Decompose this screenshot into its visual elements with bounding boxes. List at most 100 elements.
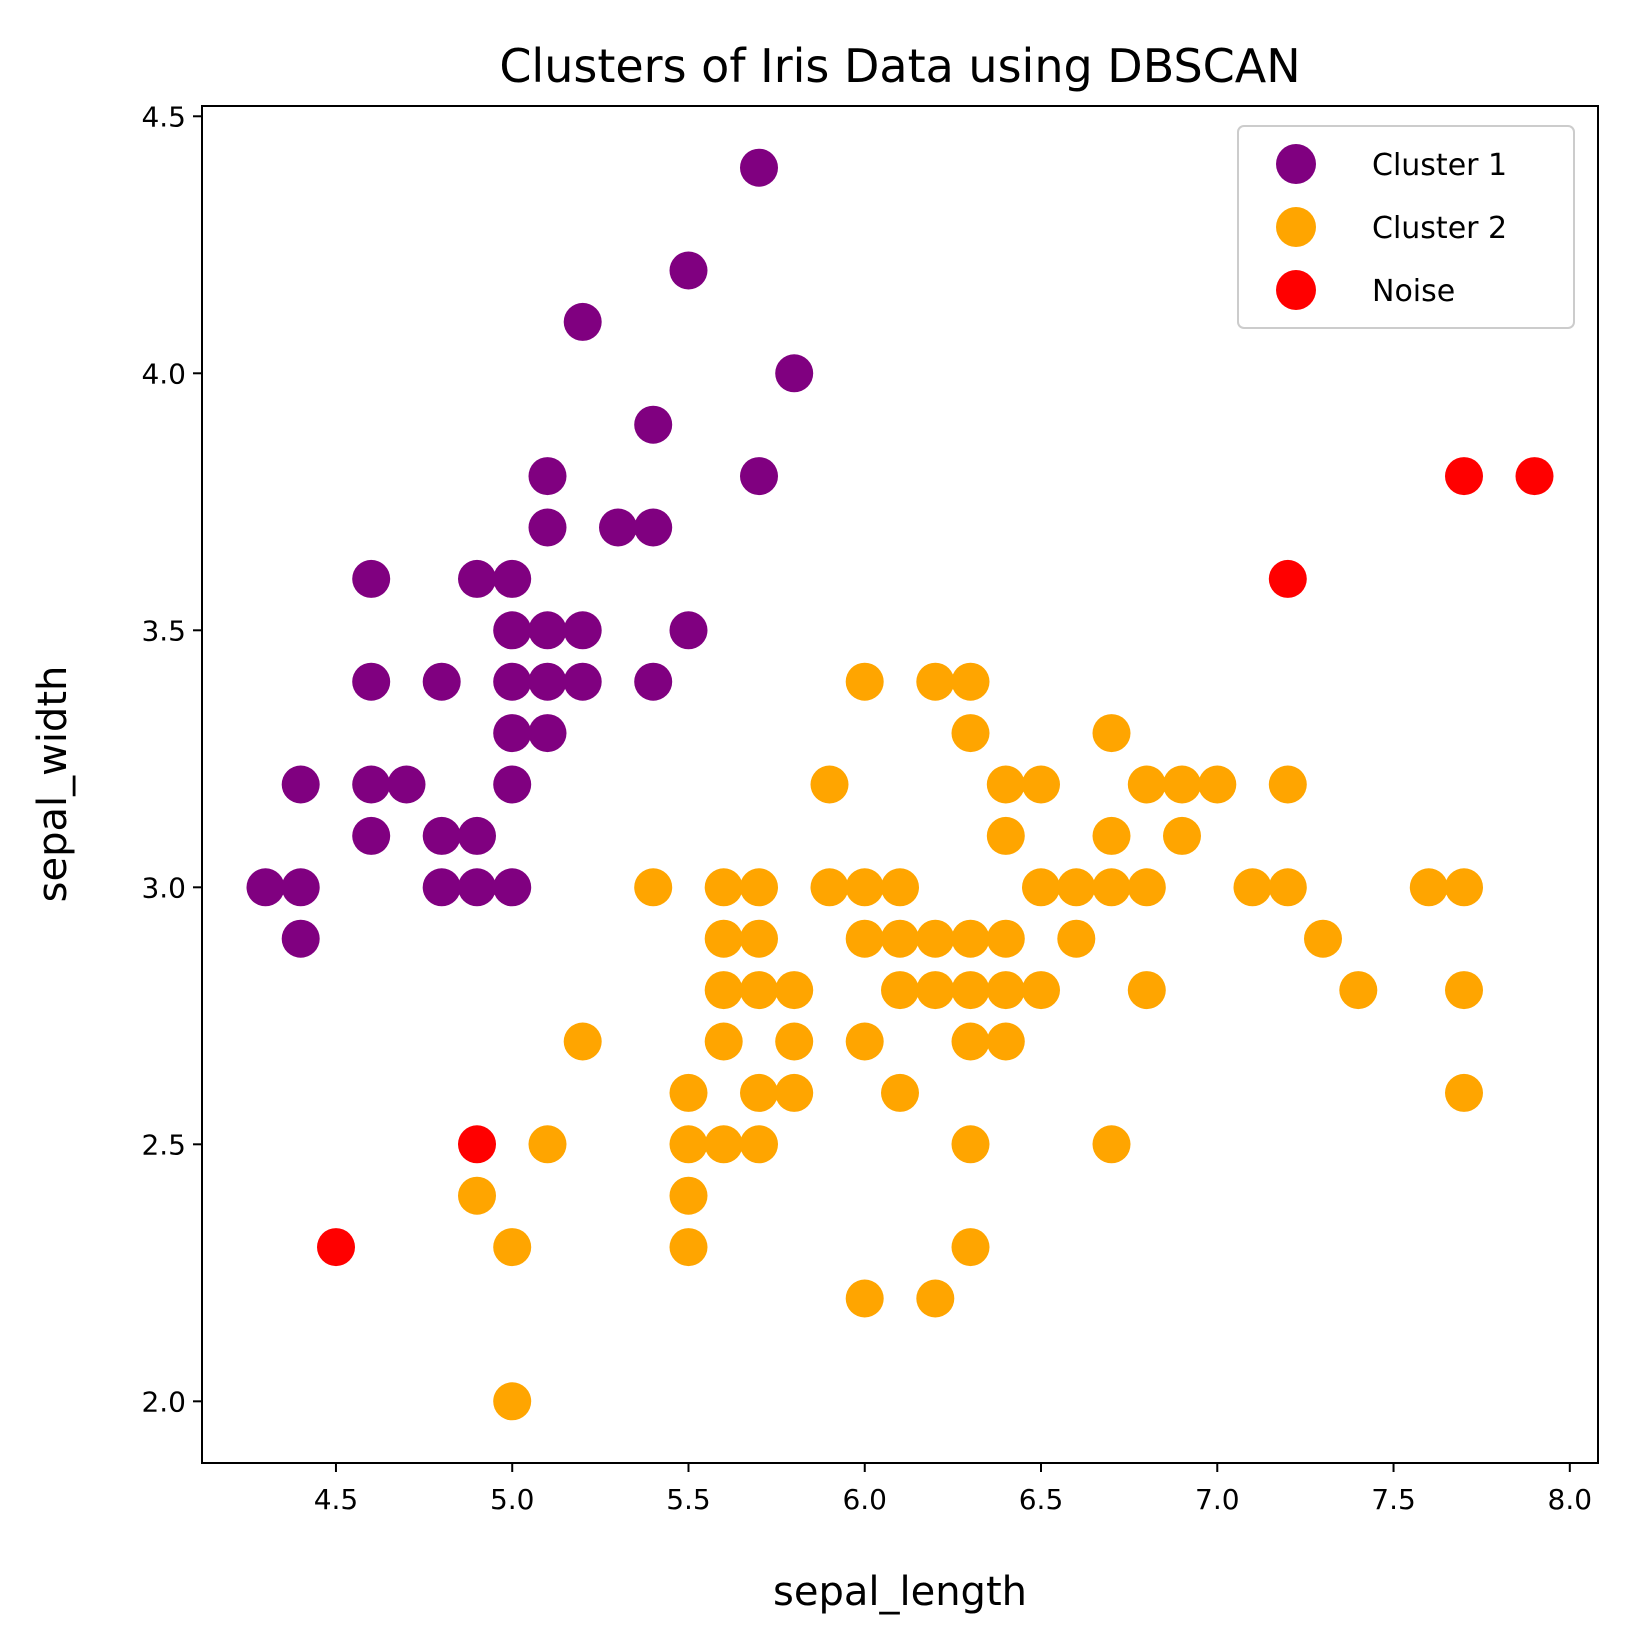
data-point-cluster-1 <box>634 508 673 547</box>
data-point-noise <box>1445 457 1483 496</box>
x-tick-label: 5.5 <box>666 1483 711 1516</box>
data-point-cluster-2 <box>1022 868 1060 907</box>
data-point-cluster-1 <box>352 816 391 855</box>
data-point-cluster-2 <box>1057 868 1096 907</box>
data-point-cluster-2 <box>986 971 1025 1010</box>
data-point-cluster-1 <box>528 508 567 547</box>
data-point-cluster-2 <box>1092 1125 1131 1164</box>
data-point-cluster-2 <box>1022 765 1060 804</box>
y-tick-label: 2.5 <box>141 1128 186 1161</box>
data-point-cluster-2 <box>1092 714 1131 753</box>
data-point-cluster-2 <box>740 919 778 958</box>
data-point-cluster-1 <box>528 611 567 650</box>
data-point-cluster-1 <box>669 251 708 290</box>
data-point-cluster-2 <box>1445 1073 1483 1112</box>
data-point-cluster-2 <box>669 1176 708 1215</box>
data-point-cluster-2 <box>845 662 884 701</box>
data-point-cluster-2 <box>1163 765 1201 804</box>
data-point-cluster-2 <box>951 662 990 701</box>
data-point-noise <box>458 1125 496 1164</box>
data-point-cluster-2 <box>845 1022 884 1061</box>
data-point-cluster-2 <box>1268 765 1307 804</box>
data-point-cluster-2 <box>881 919 919 958</box>
data-point-cluster-2 <box>1127 971 1166 1010</box>
data-point-cluster-2 <box>1127 765 1166 804</box>
data-point-cluster-2 <box>881 1073 919 1112</box>
y-tick-label: 2.0 <box>141 1385 186 1418</box>
data-point-cluster-2 <box>669 1073 708 1112</box>
data-point-cluster-1 <box>563 662 602 701</box>
data-point-cluster-2 <box>740 971 778 1010</box>
data-point-cluster-1 <box>387 765 426 804</box>
data-point-cluster-2 <box>1339 971 1378 1010</box>
data-point-cluster-2 <box>704 1125 743 1164</box>
data-point-cluster-2 <box>845 1279 884 1318</box>
data-point-cluster-1 <box>740 148 778 187</box>
x-tick-label: 7.5 <box>1371 1483 1416 1516</box>
data-point-cluster-2 <box>916 1279 955 1318</box>
data-point-cluster-2 <box>1057 919 1096 958</box>
data-point-cluster-1 <box>352 559 391 598</box>
legend: Cluster 1 Cluster 2 Noise <box>1237 125 1575 329</box>
data-point-cluster-1 <box>493 662 532 701</box>
data-point-cluster-2 <box>986 1022 1025 1061</box>
legend-marker-noise <box>1276 270 1316 310</box>
data-point-cluster-1 <box>281 765 320 804</box>
x-tick-label: 6.0 <box>842 1483 887 1516</box>
data-point-cluster-1 <box>458 816 496 855</box>
data-point-cluster-2 <box>1445 971 1483 1010</box>
x-tick-label: 8.0 <box>1548 1483 1593 1516</box>
data-point-noise <box>317 1228 355 1267</box>
data-point-cluster-1 <box>493 765 532 804</box>
data-point-cluster-2 <box>951 1228 990 1267</box>
data-point-cluster-2 <box>458 1176 496 1215</box>
data-point-cluster-1 <box>599 508 637 547</box>
data-point-cluster-2 <box>493 1228 532 1267</box>
data-point-cluster-2 <box>1092 816 1131 855</box>
data-point-cluster-2 <box>845 919 884 958</box>
data-point-cluster-1 <box>528 714 567 753</box>
data-point-cluster-2 <box>1233 868 1272 907</box>
data-point-noise <box>1268 559 1307 598</box>
y-tick-label: 3.5 <box>141 614 186 647</box>
data-point-cluster-2 <box>986 816 1025 855</box>
data-point-cluster-2 <box>986 919 1025 958</box>
data-point-cluster-2 <box>1268 868 1307 907</box>
data-point-cluster-1 <box>528 662 567 701</box>
x-tick-label: 5.0 <box>490 1483 535 1516</box>
x-tick-label: 6.5 <box>1019 1483 1064 1516</box>
data-point-cluster-2 <box>1409 868 1448 907</box>
data-point-cluster-2 <box>1127 868 1166 907</box>
y-axis-label: sepal_width <box>30 666 76 903</box>
data-point-cluster-1 <box>458 559 496 598</box>
data-point-cluster-2 <box>1163 816 1201 855</box>
data-point-cluster-1 <box>422 662 461 701</box>
data-point-cluster-2 <box>528 1125 567 1164</box>
data-point-cluster-2 <box>951 971 990 1010</box>
data-point-cluster-2 <box>881 868 919 907</box>
data-point-cluster-2 <box>1304 919 1342 958</box>
y-tick-label: 3.0 <box>141 871 186 904</box>
data-point-cluster-2 <box>916 919 955 958</box>
data-point-cluster-1 <box>493 868 532 907</box>
data-point-cluster-2 <box>810 868 849 907</box>
data-point-cluster-1 <box>775 354 814 393</box>
data-point-cluster-2 <box>916 662 955 701</box>
data-point-cluster-1 <box>563 611 602 650</box>
y-tick-label: 4.0 <box>141 357 186 390</box>
data-point-cluster-1 <box>458 868 496 907</box>
data-point-cluster-2 <box>951 919 990 958</box>
data-point-cluster-2 <box>951 1022 990 1061</box>
data-point-cluster-2 <box>810 765 849 804</box>
plot-frame <box>201 105 1599 1464</box>
data-point-cluster-2 <box>775 1073 814 1112</box>
data-point-cluster-2 <box>1022 971 1060 1010</box>
data-point-cluster-2 <box>740 1125 778 1164</box>
data-point-cluster-1 <box>281 868 320 907</box>
data-point-cluster-1 <box>493 559 532 598</box>
data-point-cluster-2 <box>704 919 743 958</box>
legend-marker-cluster-1 <box>1276 144 1316 184</box>
data-point-cluster-1 <box>352 765 391 804</box>
data-point-cluster-2 <box>493 1382 532 1421</box>
x-tick-label: 4.5 <box>314 1483 359 1516</box>
